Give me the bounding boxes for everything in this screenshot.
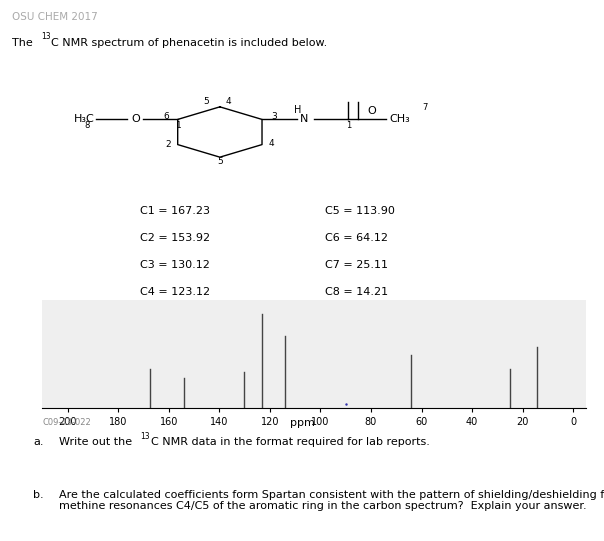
Text: C1 = 167.23: C1 = 167.23 — [140, 206, 210, 215]
Text: 13: 13 — [41, 32, 51, 42]
Text: C5 = 113.90: C5 = 113.90 — [325, 206, 395, 215]
Text: C NMR data in the format required for lab reports.: C NMR data in the format required for la… — [151, 437, 430, 447]
Text: C6 = 64.12: C6 = 64.12 — [325, 233, 388, 242]
Text: 13: 13 — [140, 432, 150, 441]
Text: N: N — [300, 115, 308, 124]
Text: H: H — [294, 105, 302, 115]
Text: C09-43-022: C09-43-022 — [42, 418, 91, 427]
Text: 1: 1 — [345, 121, 351, 130]
Text: C NMR spectrum of phenacetin is included below.: C NMR spectrum of phenacetin is included… — [51, 38, 327, 48]
Text: 5: 5 — [217, 157, 223, 167]
Text: 1: 1 — [176, 121, 182, 130]
Text: C8 = 14.21: C8 = 14.21 — [325, 287, 388, 296]
Text: O: O — [131, 115, 140, 124]
Text: CH₃: CH₃ — [389, 115, 410, 124]
Text: 5: 5 — [203, 97, 208, 107]
Text: 7: 7 — [423, 103, 428, 113]
Text: 2: 2 — [165, 140, 171, 149]
Text: The: The — [12, 38, 36, 48]
Text: 6: 6 — [164, 111, 170, 121]
Text: Are the calculated coefficients form Spartan consistent with the pattern of shie: Are the calculated coefficients form Spa… — [59, 490, 604, 511]
Text: C2 = 153.92: C2 = 153.92 — [140, 233, 211, 242]
Text: Write out the: Write out the — [59, 437, 136, 447]
Text: 4: 4 — [226, 97, 231, 107]
Text: 3: 3 — [272, 111, 277, 121]
Text: ppm: ppm — [289, 418, 315, 427]
Text: a.: a. — [33, 437, 43, 447]
Text: 4: 4 — [269, 139, 274, 148]
Text: C3 = 130.12: C3 = 130.12 — [140, 260, 210, 269]
Text: b.: b. — [33, 490, 44, 499]
Text: O: O — [367, 106, 376, 116]
Text: OSU CHEM 2017: OSU CHEM 2017 — [12, 12, 98, 22]
Text: 8: 8 — [84, 121, 89, 130]
Text: C4 = 123.12: C4 = 123.12 — [140, 287, 211, 296]
Text: C7 = 25.11: C7 = 25.11 — [325, 260, 388, 269]
Text: H₃C: H₃C — [74, 115, 94, 124]
